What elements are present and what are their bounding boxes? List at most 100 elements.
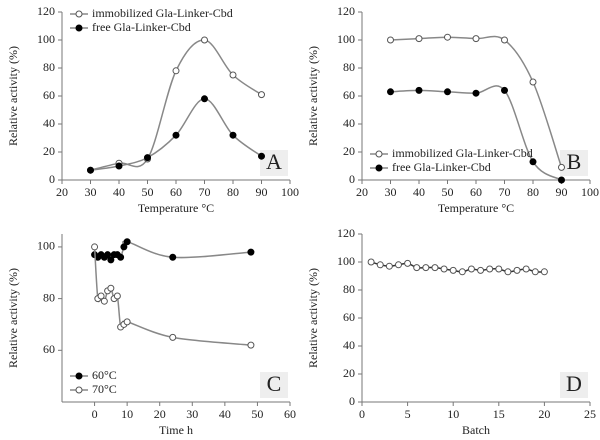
x-tick-label: 60: [170, 185, 182, 199]
data-point: [387, 36, 394, 44]
y-tick-label: 40: [43, 116, 55, 130]
y-tick-label: 100: [337, 32, 355, 46]
data-point: [229, 131, 237, 139]
data-point: [201, 36, 208, 44]
panel-label: D: [566, 371, 582, 396]
data-point: [258, 152, 265, 160]
data-point: [113, 292, 121, 300]
data-point: [376, 261, 384, 269]
data-point: [458, 268, 466, 276]
data-point: [367, 258, 375, 266]
legend-label: free Gla-Linker-Cbd: [92, 20, 191, 34]
y-axis-title: Relative activity (%): [306, 46, 320, 146]
data-point: [444, 88, 451, 96]
legend-label: free Gla-Linker-Cbd: [392, 160, 491, 174]
data-point: [486, 265, 494, 273]
legend-marker: [75, 24, 83, 32]
data-point: [472, 89, 480, 97]
x-tick-label: 50: [142, 185, 154, 199]
x-tick-label: 40: [113, 185, 125, 199]
legend-label: immobilized Gla-Linker-Cbd: [92, 6, 233, 20]
y-tick-label: 40: [343, 338, 355, 352]
data-point: [540, 268, 548, 276]
y-tick-label: 80: [43, 60, 55, 74]
x-tick-label: 40: [219, 407, 231, 421]
data-point: [501, 36, 508, 44]
x-tick-label: 0: [359, 407, 365, 421]
y-axis-title: Relative activity (%): [306, 268, 320, 368]
data-point: [117, 253, 125, 261]
data-point: [172, 131, 180, 139]
x-tick-label: 100: [281, 185, 299, 199]
data-point: [247, 341, 255, 349]
y-tick-label: 100: [337, 254, 355, 268]
x-tick-label: 40: [413, 185, 425, 199]
data-point: [107, 256, 115, 264]
legend-marker: [75, 10, 83, 18]
panel-label-box: [560, 150, 588, 176]
data-point: [529, 78, 537, 86]
x-tick-label: 60: [470, 185, 482, 199]
data-point: [472, 35, 480, 43]
y-tick-label: 80: [343, 60, 355, 74]
y-tick-label: 120: [337, 226, 355, 240]
x-tick-label: 80: [527, 185, 539, 199]
data-point: [415, 35, 423, 43]
data-point: [422, 264, 430, 272]
legend-label: immobilized Gla-Linker-Cbd: [392, 146, 533, 160]
data-point: [529, 158, 537, 166]
x-tick-label: 20: [154, 407, 166, 421]
x-tick-label: 10: [447, 407, 459, 421]
y-tick-label: 20: [343, 144, 355, 158]
data-point: [97, 292, 105, 300]
x-tick-label: 30: [85, 185, 97, 199]
x-tick-label: 50: [251, 407, 263, 421]
panel-label: B: [567, 149, 582, 174]
panel-label-box: [560, 372, 588, 398]
x-tick-label: 5: [405, 407, 411, 421]
x-tick-label: 90: [256, 185, 268, 199]
data-point: [229, 71, 237, 79]
y-tick-label: 120: [37, 4, 55, 18]
x-tick-label: 0: [92, 407, 98, 421]
y-tick-label: 20: [343, 366, 355, 380]
data-point: [100, 297, 108, 305]
panel-label: C: [267, 371, 282, 396]
data-point: [387, 88, 394, 96]
data-point: [415, 86, 423, 94]
legend-marker: [75, 372, 83, 380]
data-point: [172, 67, 180, 75]
data-point: [394, 261, 402, 269]
x-tick-label: 25: [584, 407, 596, 421]
data-point: [247, 248, 255, 256]
x-axis-title: Time h: [159, 423, 193, 437]
data-point: [104, 251, 112, 259]
x-axis-title: Temperature °C: [138, 201, 214, 215]
y-axis-title: Relative activity (%): [6, 268, 20, 368]
y-tick-label: 40: [343, 116, 355, 130]
data-point: [558, 163, 565, 171]
series-line: [90, 39, 262, 171]
legend-marker: [375, 150, 383, 158]
data-point: [115, 162, 123, 170]
x-tick-label: 30: [186, 407, 198, 421]
x-tick-label: 70: [199, 185, 211, 199]
data-point: [120, 243, 128, 251]
data-point: [123, 238, 131, 246]
data-point: [169, 333, 177, 341]
data-point: [107, 284, 115, 292]
legend-marker: [75, 386, 83, 394]
y-tick-label: 80: [43, 290, 55, 304]
data-point: [413, 264, 421, 272]
y-tick-label: 60: [43, 88, 55, 102]
data-point: [504, 268, 512, 276]
y-tick-label: 0: [349, 172, 355, 186]
legend-marker: [375, 164, 383, 172]
data-point: [87, 166, 94, 174]
data-point: [467, 265, 475, 273]
data-point: [91, 243, 99, 251]
y-tick-label: 60: [343, 310, 355, 324]
legend-label: 60°C: [92, 368, 117, 382]
data-point: [513, 266, 521, 274]
